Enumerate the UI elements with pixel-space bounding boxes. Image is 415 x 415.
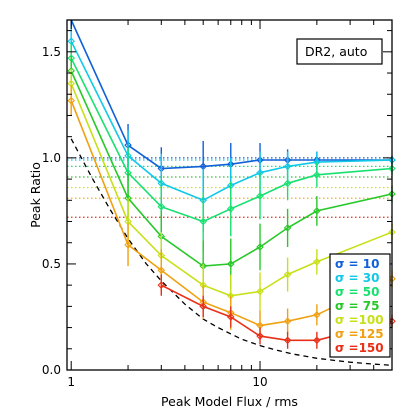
data-point: [283, 162, 292, 171]
data-point: [124, 168, 132, 177]
axis-ticks: 0.0 0.5 1.0 1.5 1 10: [42, 20, 393, 389]
x-tick-label: 10: [252, 375, 267, 389]
data-point: [124, 194, 132, 202]
data-point: [199, 162, 207, 171]
data-point: [283, 336, 292, 345]
data-point: [256, 168, 264, 177]
y-tick-label: 1.0: [42, 151, 61, 165]
data-point: [199, 196, 207, 205]
data-point: [256, 321, 264, 330]
legend-entry-6: σ =150: [335, 341, 384, 355]
data-point: [124, 141, 132, 149]
data-point: [388, 190, 396, 198]
data-point: [157, 179, 166, 188]
data-point: [256, 287, 264, 296]
data-point: [283, 179, 292, 188]
data-point: [256, 156, 264, 164]
plot-frame: [66, 19, 393, 371]
data-point: [157, 164, 166, 173]
data-point: [283, 156, 292, 164]
data-point: [124, 241, 132, 249]
data-point: [256, 332, 264, 340]
data-point: [226, 313, 235, 321]
legend-entry-3: σ = 75: [335, 299, 379, 313]
annotation-box-frame: [296, 38, 383, 65]
series-layer: [67, 19, 396, 349]
legend-entry-5: σ =125: [335, 327, 384, 341]
data-point: [226, 160, 235, 169]
data-point: [256, 192, 264, 200]
data-point: [67, 54, 75, 62]
data-point: [313, 158, 321, 166]
data-point: [313, 171, 321, 179]
y-tick-label: 0.0: [42, 363, 61, 377]
legend-entry-2: σ = 50: [335, 285, 379, 299]
series-6: [157, 274, 396, 349]
data-point: [256, 243, 264, 251]
dashed-limit-curve: [70, 138, 393, 366]
data-point: [283, 270, 292, 279]
data-point: [226, 260, 235, 268]
data-point: [157, 281, 166, 289]
data-point: [313, 336, 321, 345]
data-point: [283, 224, 292, 232]
x-axis-label: Peak Model Flux / rms: [161, 394, 298, 409]
y-axis-label: Peak Ratio: [28, 162, 43, 228]
data-point: [388, 164, 396, 173]
data-point: [313, 207, 321, 215]
data-point: [67, 96, 75, 105]
data-point: [199, 262, 207, 270]
data-point: [388, 317, 396, 325]
data-point: [157, 232, 166, 241]
data-point: [388, 228, 396, 236]
data-point: [199, 281, 207, 289]
dashed-layer: [70, 138, 393, 366]
data-point: [283, 317, 292, 325]
annotation-text: DR2, auto: [305, 44, 367, 59]
legend-entry-0: σ = 10: [335, 257, 379, 271]
data-point: [124, 217, 132, 226]
data-point: [388, 275, 396, 283]
data-point: [199, 217, 207, 226]
data-point: [157, 266, 166, 275]
data-point: [226, 181, 235, 190]
data-point: [313, 258, 321, 266]
data-point: [67, 79, 75, 88]
annotation-box: DR2, auto: [296, 38, 383, 65]
data-point: [67, 37, 75, 45]
series-line: [70, 70, 393, 267]
y-tick-label: 0.5: [42, 257, 61, 271]
data-point: [226, 291, 235, 300]
data-point: [226, 205, 235, 213]
data-point: [157, 202, 166, 211]
data-point: [199, 302, 207, 311]
legend-entry-4: σ =100: [335, 313, 384, 327]
data-point: [124, 151, 132, 160]
y-tick-label: 1.5: [42, 45, 61, 59]
legend-entry-1: σ = 30: [335, 271, 379, 285]
x-tick-label: 1: [67, 375, 75, 389]
legend-frame: [329, 253, 391, 358]
data-point: [313, 311, 321, 319]
data-point: [157, 251, 166, 260]
